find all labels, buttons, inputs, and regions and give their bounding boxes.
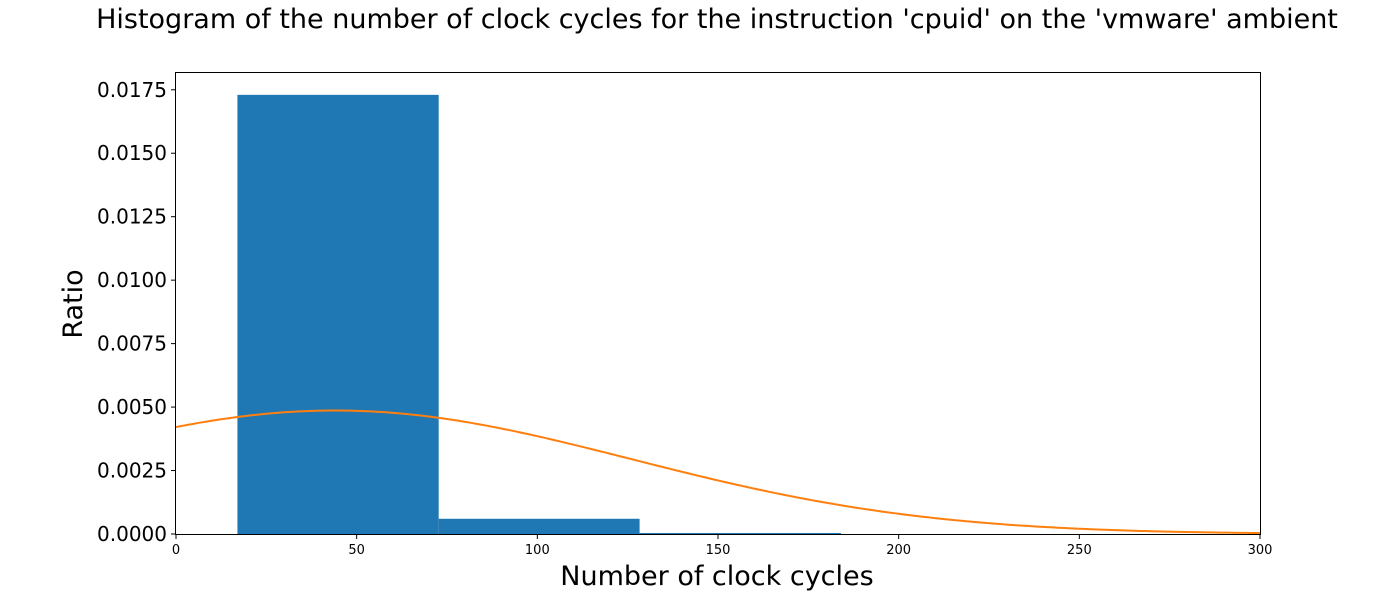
x-tick-label: 200	[886, 543, 911, 558]
x-tick-label: 150	[706, 543, 731, 558]
histogram-bars	[237, 94, 841, 534]
histogram-bar-0	[237, 94, 439, 534]
y-axis-label: Ratio	[58, 269, 89, 338]
y-tick-label: 0.0100	[97, 268, 167, 292]
x-axis-ticks: 0 50 100 150 200 250 300	[172, 534, 1273, 558]
y-tick-label: 0.0000	[97, 522, 167, 546]
x-tick-label: 50	[348, 543, 365, 558]
y-tick-label: 0.0150	[97, 141, 167, 165]
y-tick-label: 0.0075	[97, 332, 167, 356]
histogram-bar-1	[438, 518, 640, 534]
normal-fit-curve	[175, 409, 1261, 535]
y-tick-label: 0.0025	[97, 459, 167, 483]
y-tick-label: 0.0175	[97, 78, 167, 102]
chart-title: Histogram of the number of clock cycles …	[96, 4, 1338, 35]
x-tick-label: 300	[1248, 543, 1273, 558]
x-tick-label: 100	[525, 543, 550, 558]
y-tick-label: 0.0050	[97, 395, 167, 419]
x-tick-label: 250	[1067, 543, 1092, 558]
y-axis-ticks: 0.0000 0.0025 0.0050 0.0075 0.0100 0.0125 0.01…	[97, 78, 176, 546]
histogram-bar-2	[639, 532, 841, 534]
x-tick-label: 0	[172, 543, 180, 558]
y-tick-label: 0.0125	[97, 205, 167, 229]
x-axis-label: Number of clock cycles	[560, 561, 873, 592]
